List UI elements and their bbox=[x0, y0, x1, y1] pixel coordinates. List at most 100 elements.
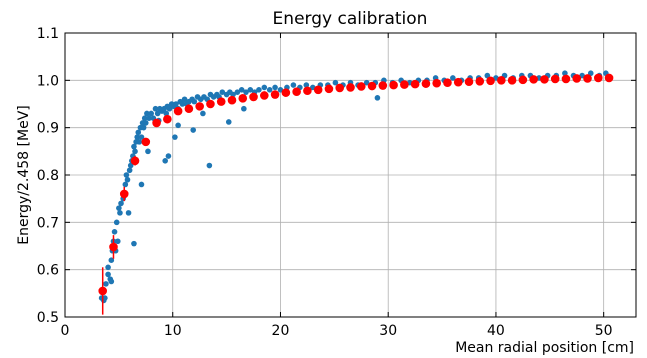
mean-point bbox=[260, 91, 269, 100]
scatter-point bbox=[131, 240, 137, 247]
scatter-point bbox=[134, 134, 140, 140]
x-tick-label: 10 bbox=[164, 323, 182, 339]
mean-point bbox=[303, 86, 312, 96]
scatter-point bbox=[166, 105, 173, 112]
scatter-point bbox=[256, 87, 262, 93]
scatter-point bbox=[124, 176, 131, 183]
scatter-point bbox=[162, 158, 168, 164]
y-tick-label: 0.7 bbox=[37, 215, 59, 231]
scatter-point bbox=[145, 148, 151, 155]
mean-point bbox=[238, 94, 248, 103]
scatter-point bbox=[114, 238, 121, 245]
mean-point bbox=[378, 81, 388, 90]
scatter-point bbox=[141, 115, 148, 121]
scatter-point bbox=[247, 87, 254, 93]
scatter-point bbox=[118, 200, 124, 207]
scatter-point bbox=[125, 210, 132, 216]
mean-point bbox=[604, 73, 614, 83]
scatter-point bbox=[363, 79, 370, 86]
mean-point bbox=[130, 156, 140, 166]
mean-point bbox=[497, 76, 506, 85]
mean-point bbox=[550, 74, 560, 84]
scatter-point bbox=[234, 89, 241, 95]
x-tick-label: 50 bbox=[595, 323, 613, 339]
scatter-point bbox=[105, 271, 111, 278]
mean-point bbox=[346, 83, 355, 92]
scatter-point bbox=[103, 281, 109, 287]
mean-point bbox=[389, 80, 398, 90]
mean-point bbox=[313, 85, 323, 95]
mean-point bbox=[335, 83, 345, 93]
scatter-point bbox=[332, 79, 339, 86]
scatter-point bbox=[179, 101, 186, 107]
axis-ticks: 0 10 20 30 40 50 0.5 0.6 0.7 0.8 0.9 1.0 1.1 bbox=[37, 26, 636, 339]
mean-points bbox=[98, 73, 614, 315]
mean-point bbox=[119, 189, 129, 199]
scatter-point bbox=[173, 101, 179, 107]
scatter-point bbox=[131, 143, 137, 150]
scatter-point bbox=[175, 122, 181, 129]
y-tick-label: 1.1 bbox=[37, 26, 59, 42]
scatter-point bbox=[123, 172, 130, 178]
mean-point bbox=[195, 102, 204, 111]
y-tick-label: 0.9 bbox=[37, 121, 59, 137]
chart-title: Energy calibration bbox=[273, 9, 428, 29]
mean-point bbox=[109, 242, 118, 252]
scatter-point bbox=[138, 134, 145, 140]
x-tick-label: 20 bbox=[272, 323, 290, 339]
y-tick-label: 1.0 bbox=[37, 73, 59, 89]
x-tick-label: 0 bbox=[61, 323, 70, 339]
mean-point bbox=[572, 74, 582, 83]
x-axis-label: Mean radial position [cm] bbox=[455, 340, 634, 356]
mean-point bbox=[486, 76, 495, 86]
scatter-point bbox=[138, 181, 145, 188]
mean-point bbox=[356, 82, 366, 91]
scatter-point bbox=[191, 98, 198, 105]
mean-point bbox=[173, 106, 183, 116]
scatter-point bbox=[200, 110, 206, 117]
scatter-point bbox=[122, 181, 129, 188]
scatter-point bbox=[132, 148, 138, 155]
scatter-point bbox=[135, 129, 142, 136]
scatter-point bbox=[152, 105, 159, 112]
mean-point bbox=[281, 88, 291, 97]
scatter-point bbox=[374, 95, 381, 101]
mean-point bbox=[583, 74, 592, 83]
mean-point bbox=[227, 95, 237, 105]
scatter-point bbox=[146, 115, 152, 121]
scatter-point bbox=[172, 134, 178, 140]
mean-point bbox=[400, 80, 409, 89]
scatter-point bbox=[243, 89, 249, 95]
mean-point bbox=[410, 79, 420, 89]
mean-point bbox=[443, 78, 452, 87]
scatter-point bbox=[219, 89, 226, 95]
scatter-point bbox=[144, 110, 150, 117]
scatter-point bbox=[154, 110, 161, 117]
scatter-point bbox=[165, 153, 172, 159]
scatter-point bbox=[113, 219, 120, 226]
y-tick-label: 0.6 bbox=[37, 263, 59, 279]
scatter-point bbox=[266, 87, 273, 93]
mean-point bbox=[367, 81, 377, 91]
scatter-point bbox=[102, 295, 108, 301]
scatter-point bbox=[127, 162, 134, 169]
mean-point bbox=[292, 87, 301, 96]
scatter-point bbox=[143, 120, 149, 126]
scatter-point bbox=[225, 119, 232, 125]
mean-point bbox=[216, 97, 226, 106]
scatter-point bbox=[136, 139, 143, 145]
mean-point bbox=[249, 92, 258, 102]
x-tick-label: 30 bbox=[379, 323, 397, 339]
mean-point bbox=[421, 79, 431, 88]
mean-point bbox=[152, 118, 161, 128]
scatter-point bbox=[206, 162, 213, 169]
scatter-point bbox=[148, 110, 154, 117]
mean-point bbox=[561, 74, 571, 84]
mean-point bbox=[163, 114, 172, 124]
mean-point bbox=[206, 99, 215, 109]
scatter-point bbox=[190, 127, 197, 133]
scatter-point bbox=[126, 167, 133, 174]
mean-point bbox=[593, 73, 603, 83]
y-tick-label: 0.5 bbox=[37, 310, 59, 326]
scatter-point bbox=[140, 124, 147, 131]
